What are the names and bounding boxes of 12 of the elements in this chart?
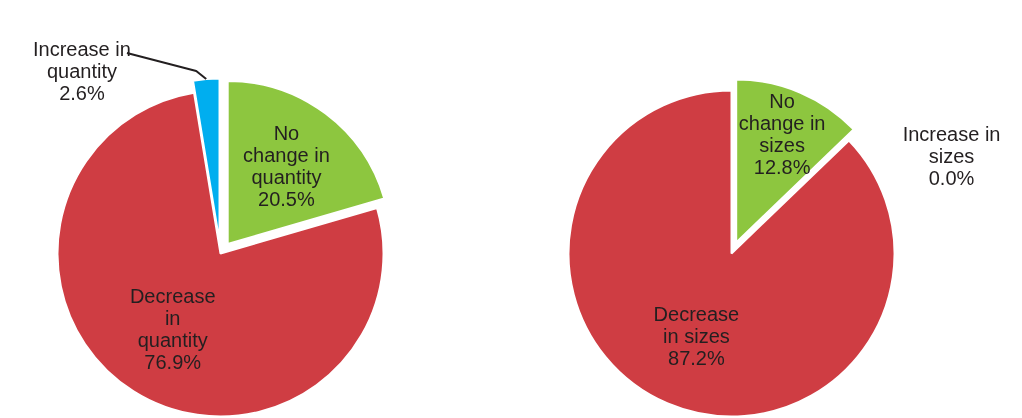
text: 0.0%: [928, 166, 975, 189]
data-label: 87.2%: [668, 347, 725, 369]
slice-label: No change in sizes: [738, 90, 826, 157]
data-label: 76.9%: [144, 351, 202, 374]
data-label: 20.5%: [258, 187, 315, 210]
category-label: Increase in sizes: [902, 122, 1001, 167]
slice-label: Decrease in sizes: [653, 303, 740, 347]
data-label: 2.6%: [59, 81, 105, 104]
data-label: 12.8%: [753, 156, 811, 179]
slice-label: Increase in quantity: [33, 37, 131, 82]
slice-label: Decrease in quantity: [129, 285, 216, 352]
slice-label: No change in quantity: [243, 121, 330, 188]
